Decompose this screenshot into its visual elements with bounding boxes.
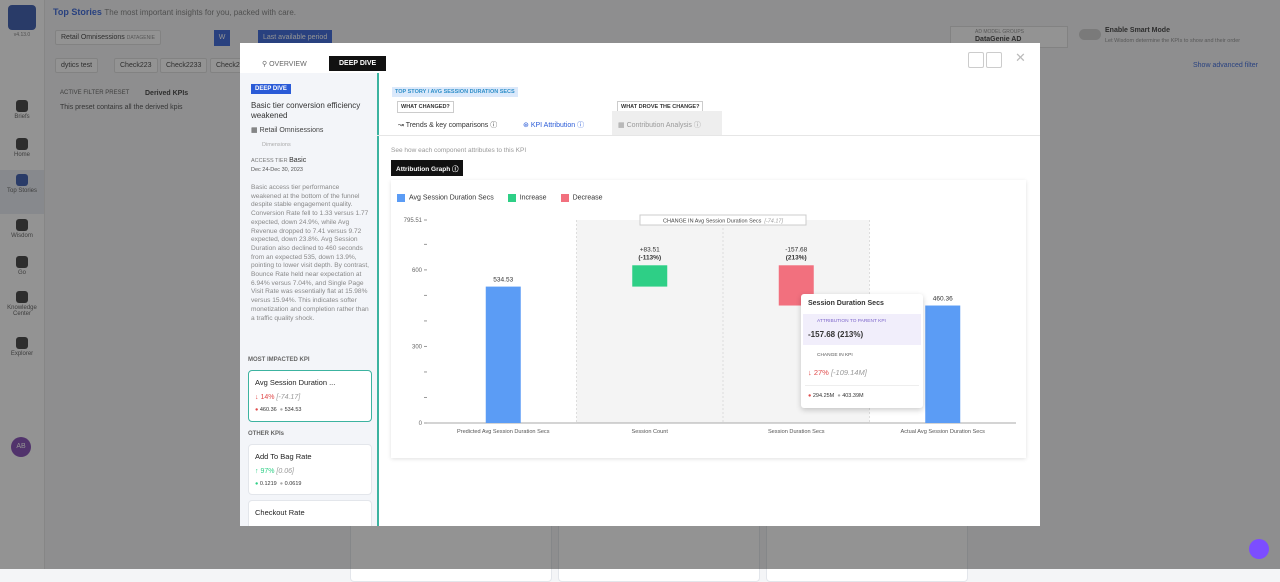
change-label: (-113%) <box>638 254 661 261</box>
subtab-disabled: ▦ Contribution Analysis ⓘ <box>618 122 701 129</box>
x-tick-label: Session Count <box>631 429 668 435</box>
x-tick-label: Actual Avg Session Duration Secs <box>900 429 985 435</box>
kpi-change-value: 14% <box>260 394 275 401</box>
story-dataset: ▦ Retail Omnisessions <box>251 127 324 134</box>
story-title: Basic tier conversion efficiency weakene… <box>251 101 361 120</box>
summary: Basic access tier performance weakened a… <box>251 184 370 322</box>
legend-swatch <box>560 194 569 203</box>
subtab[interactable]: ↝ Trends & key comparisons ⓘ <box>398 122 498 129</box>
legend-item: Increase <box>507 194 547 203</box>
kpi-actual: 0.1219 <box>259 481 277 487</box>
kpi-card[interactable]: Add To Bag Rate ↑ 97% [0.06] ● 0.1219 ● … <box>248 444 372 495</box>
dataset-name: Retail Omnisessions <box>259 127 324 134</box>
annotation-box <box>639 214 807 226</box>
kpi-delta: [-74.17] <box>276 394 301 401</box>
tooltip-change-label: CHANGE IN KPI <box>817 353 853 358</box>
change-label: (213%) <box>786 254 807 261</box>
kpi-change: ↑ 97% [0.06] <box>255 468 294 475</box>
breadcrumb: TOP STORY / AVG SESSION DURATION SECS <box>392 87 518 97</box>
annotation: CHANGE IN Avg Session Duration Secs [-74.… <box>663 219 783 225</box>
tab-label: OVERVIEW <box>269 61 307 68</box>
subtab-label: Contribution Analysis <box>626 122 692 129</box>
subtab-label: KPI Attribution <box>530 122 576 129</box>
tooltip-values: ● 294.25M ● 403.39M <box>808 393 864 399</box>
tier-label: ACCESS TIER <box>251 158 288 164</box>
link[interactable] <box>986 52 1002 68</box>
kpi-change-value: 97% <box>260 468 275 475</box>
kpi-name: Avg Session Duration ... <box>255 378 336 387</box>
y-tick-label: 795.51 <box>404 218 423 224</box>
dimensions: Dimensions <box>262 142 291 148</box>
modal: ⚲ OVERVIEW DEEP DIVE ✕ DEEP DIVE Basic t… <box>240 43 1040 526</box>
dates: Dec 24-Dec 30, 2023 <box>251 167 303 173</box>
legend-label: Decrease <box>572 194 603 202</box>
annotation-text: CHANGE IN Avg Session Duration Secs <box>663 219 762 225</box>
badge: DEEP DIVE <box>251 84 291 94</box>
chart: CHANGE IN Avg Session Duration Secs [-74.… <box>404 214 1016 427</box>
kpi-card[interactable]: Avg Session Duration ... ↓ 14% [-74.17] … <box>248 370 372 422</box>
tooltip-attr-label: ATTRIBUTION TO PARENT KPI <box>817 319 886 324</box>
kpi-name: Checkout Rate <box>255 508 305 517</box>
tier: ACCESS TIER Basic <box>251 157 306 164</box>
tooltip-change-value: 27% <box>813 368 829 377</box>
x-tick-label: Session Duration Secs <box>767 429 825 435</box>
tooltip-expected: 403.39M <box>842 393 864 399</box>
legend-swatch <box>507 194 516 203</box>
kpi-values: ● 460.36 ● 534.53 <box>255 407 302 413</box>
divider <box>377 135 1040 136</box>
kpi-values: ● 0.1219 ● 0.0619 <box>255 481 302 487</box>
value-label: -157.68 <box>785 246 807 253</box>
tooltip-attr-bg <box>803 314 921 345</box>
subtab-active[interactable]: ⊛ KPI Attribution ⓘ <box>523 120 585 136</box>
legend-item: Decrease <box>560 194 603 203</box>
tooltip-actual: 294.25M <box>812 393 835 399</box>
legend-swatch <box>397 194 405 203</box>
kpi-change: ↓ 14% [-74.17] <box>255 394 301 401</box>
left-panel: DEEP DIVE Basic tier conversion efficien… <box>240 73 379 526</box>
tier-value: Basic <box>289 157 307 164</box>
tooltip-attr-value: -157.68 (213%) <box>808 330 864 339</box>
close[interactable]: ✕ <box>1015 50 1026 65</box>
what-changed: WHAT CHANGED? <box>397 101 454 113</box>
bar <box>632 265 668 287</box>
kpi-name: Add To Bag Rate <box>255 452 312 461</box>
legend-item: Avg Session Duration Secs <box>397 194 494 203</box>
value-label: 534.53 <box>493 277 513 284</box>
kpi-card[interactable]: Checkout Rate <box>248 500 372 526</box>
legend-label: Increase <box>519 194 547 202</box>
bar <box>925 305 961 423</box>
x-tick-label: Predicted Avg Session Duration Secs <box>456 429 550 435</box>
tooltip-change: ↓ 27% [-109.14M] <box>808 368 867 377</box>
assistant-button[interactable] <box>1249 539 1269 559</box>
bar <box>485 286 521 423</box>
download[interactable] <box>968 52 984 68</box>
y-tick-label: 600 <box>412 268 423 274</box>
kpi-actual: 460.36 <box>259 407 277 413</box>
most-impacted: MOST IMPACTED KPI <box>248 357 310 363</box>
kpi-delta: [0.06] <box>276 468 294 475</box>
disabled-tab-bg <box>612 111 722 135</box>
value-label: +83.51 <box>640 246 660 253</box>
subtab-label: Trends & key comparisons <box>405 122 489 129</box>
tooltip-divider <box>805 385 919 386</box>
tooltip: Session Duration Secs ATTRIBUTION TO PAR… <box>801 294 923 408</box>
tooltip-title: Session Duration Secs <box>808 300 884 307</box>
kpi-expected: 534.53 <box>284 407 302 413</box>
hint: See how each component attributes to thi… <box>391 147 527 154</box>
y-tick-label: 0 <box>419 421 423 427</box>
graph-title: Attribution Graph ⓘ <box>391 160 464 176</box>
graph-title-text: Attribution Graph <box>396 166 451 173</box>
legend: Avg Session Duration Secs Increase Decreas… <box>397 187 797 203</box>
kpi-expected: 0.0619 <box>284 481 302 487</box>
tab-deep-dive[interactable]: DEEP DIVE <box>329 56 387 71</box>
y-tick-label: 300 <box>412 344 423 350</box>
other-kpis: OTHER KPIs <box>248 431 285 437</box>
value-label: 460.36 <box>933 296 953 303</box>
legend-label: Avg Session Duration Secs <box>409 194 494 202</box>
tooltip-change-delta: [-109.14M] <box>830 368 867 377</box>
annotation-value: [-74.17] <box>763 219 783 225</box>
tab-overview[interactable]: ⚲ OVERVIEW <box>262 61 307 68</box>
